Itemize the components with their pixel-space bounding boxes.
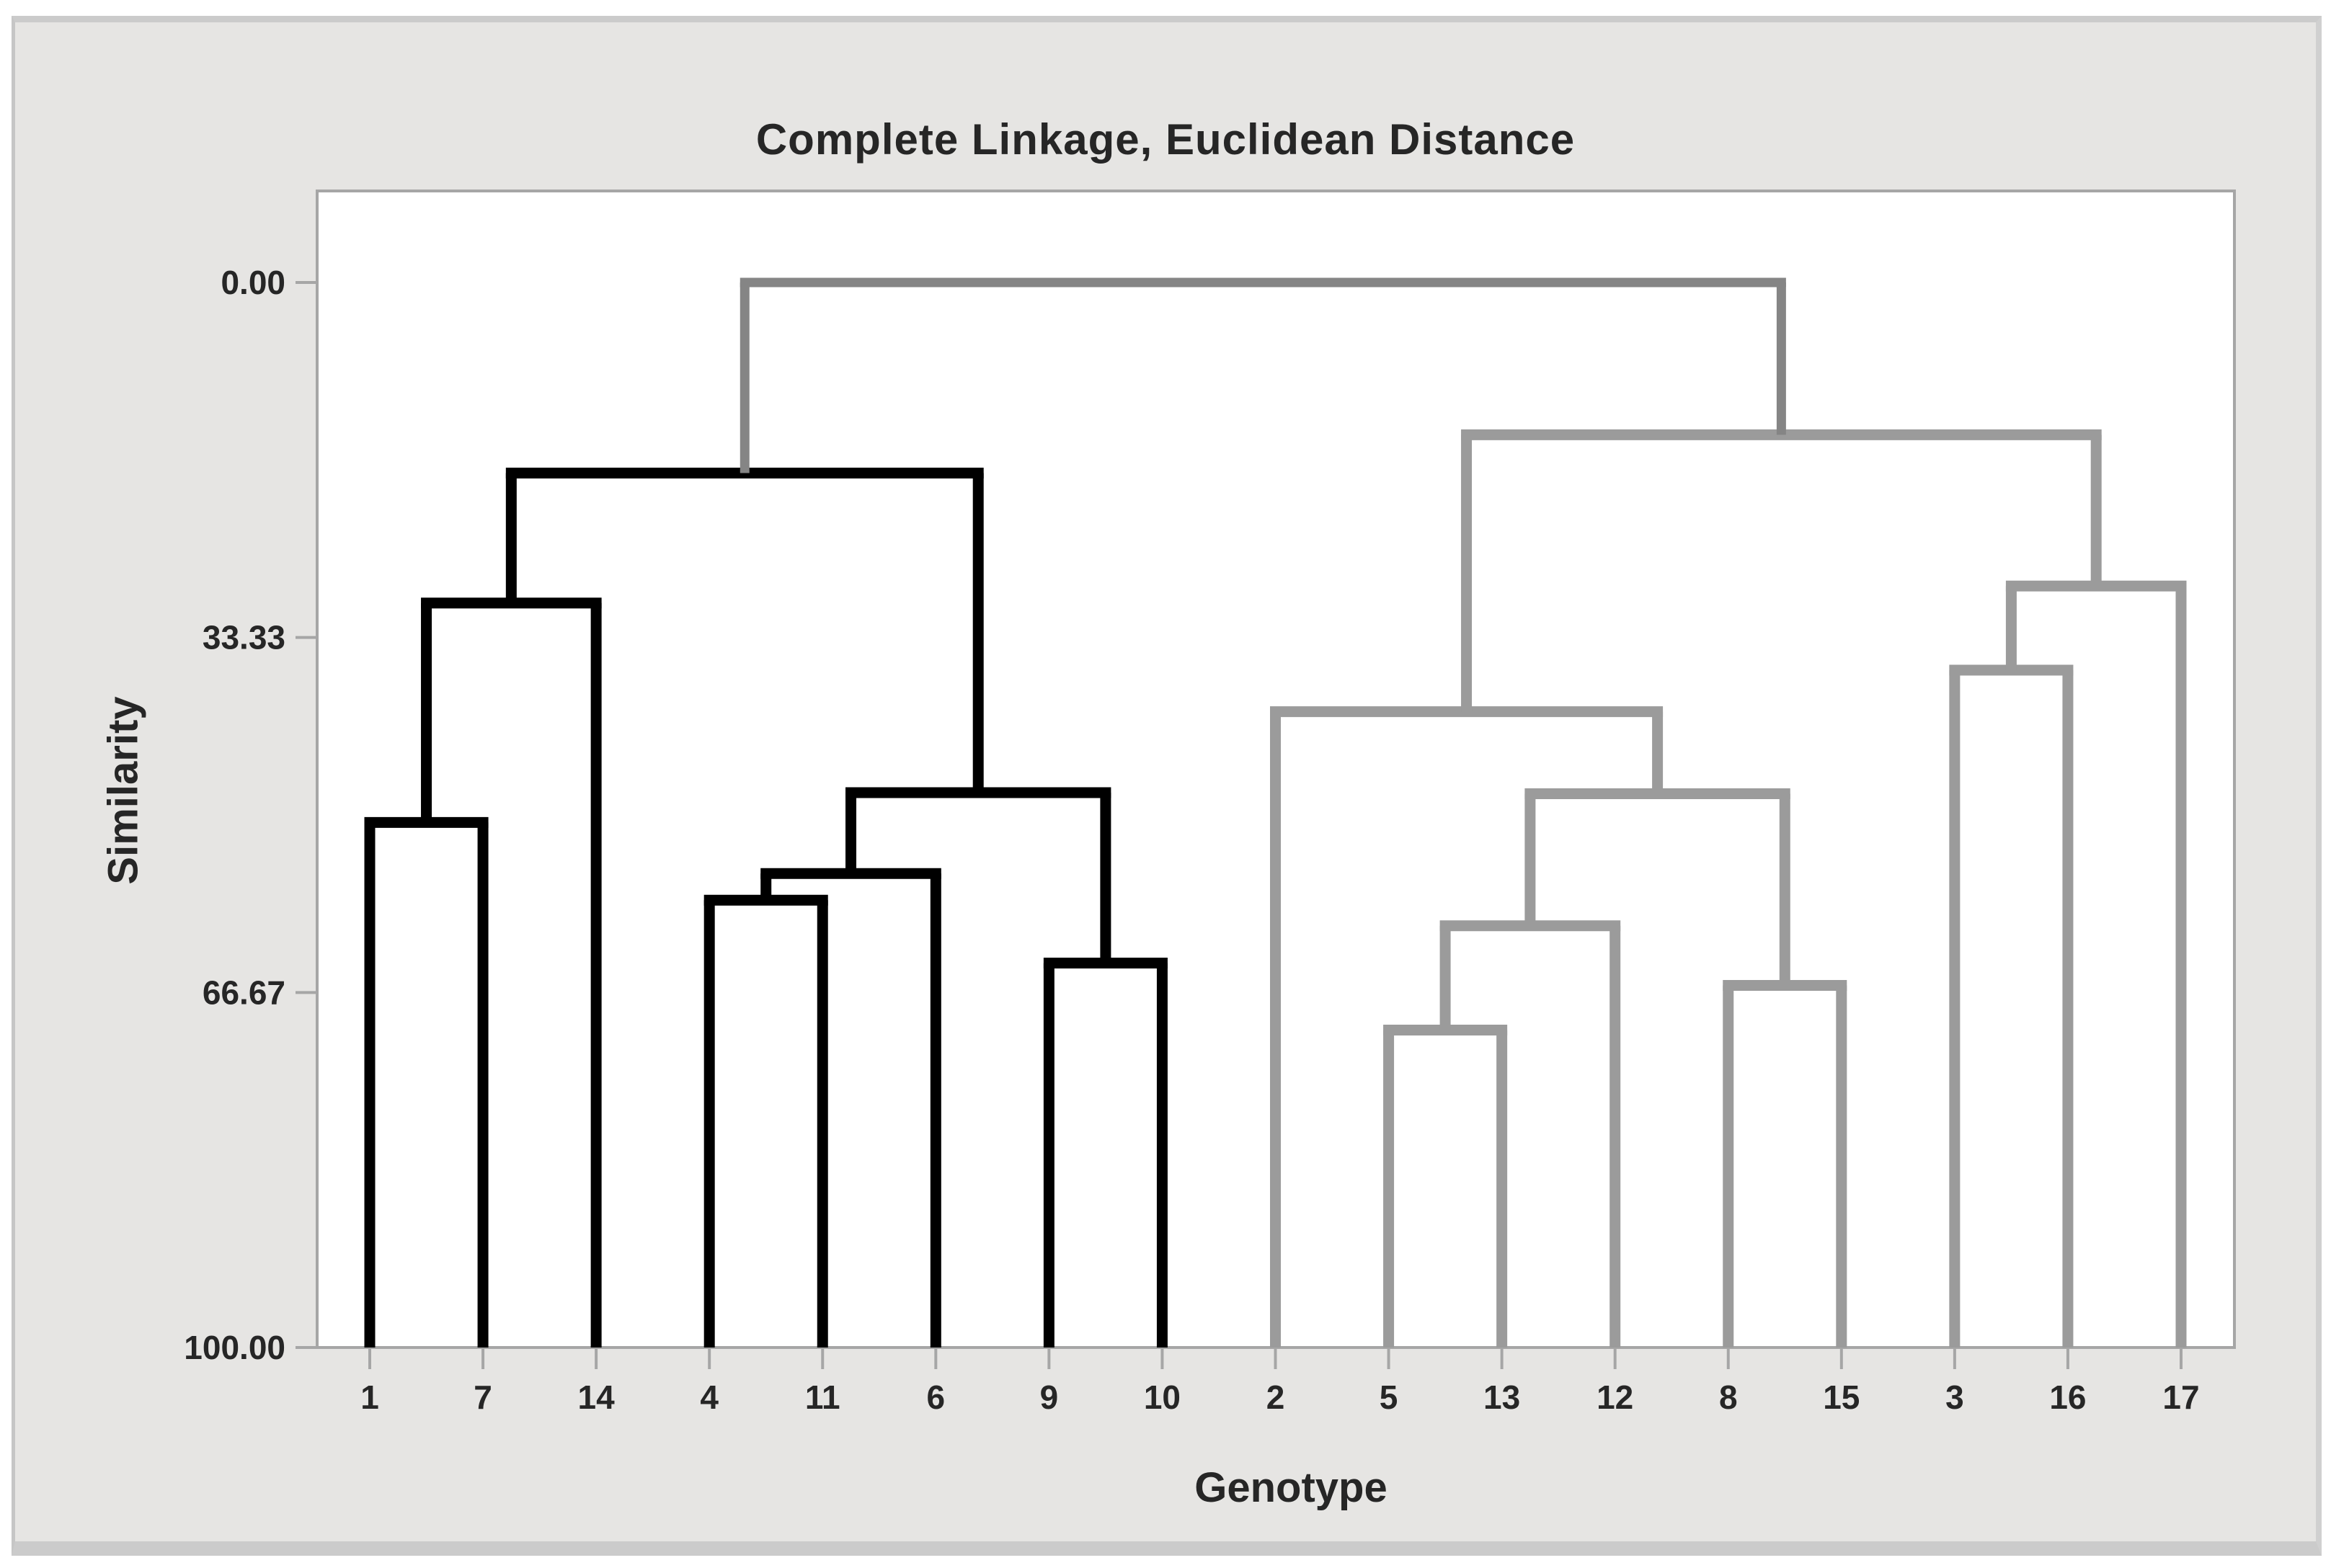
x-tick-label: 14 (578, 1378, 616, 1416)
x-tick-label: 1 (360, 1378, 379, 1416)
x-tick-label: 8 (1719, 1378, 1738, 1416)
y-tick-label: 100.00 (184, 1329, 285, 1366)
y-tick-label: 0.00 (221, 264, 285, 301)
x-tick-label: 15 (1823, 1378, 1860, 1416)
x-tick-label: 10 (1144, 1378, 1181, 1416)
chart-title: Complete Linkage, Euclidean Distance (755, 115, 1576, 164)
x-tick-label: 16 (2049, 1378, 2086, 1416)
x-axis-title: Genotype (1194, 1464, 1388, 1511)
y-tick-label: 66.67 (203, 974, 285, 1011)
x-tick-label: 2 (1266, 1378, 1285, 1416)
x-tick-label: 7 (474, 1378, 492, 1416)
x-tick-label: 3 (1945, 1378, 1964, 1416)
x-tick-label: 13 (1483, 1378, 1520, 1416)
x-tick-label: 5 (1380, 1378, 1398, 1416)
x-tick-label: 9 (1040, 1378, 1059, 1416)
x-tick-label: 4 (700, 1378, 719, 1416)
x-tick-label: 6 (927, 1378, 946, 1416)
y-tick-label: 33.33 (203, 619, 285, 656)
x-tick-label: 17 (2162, 1378, 2199, 1416)
x-tick-label: 11 (805, 1378, 840, 1416)
x-tick-label: 12 (1597, 1378, 1633, 1416)
